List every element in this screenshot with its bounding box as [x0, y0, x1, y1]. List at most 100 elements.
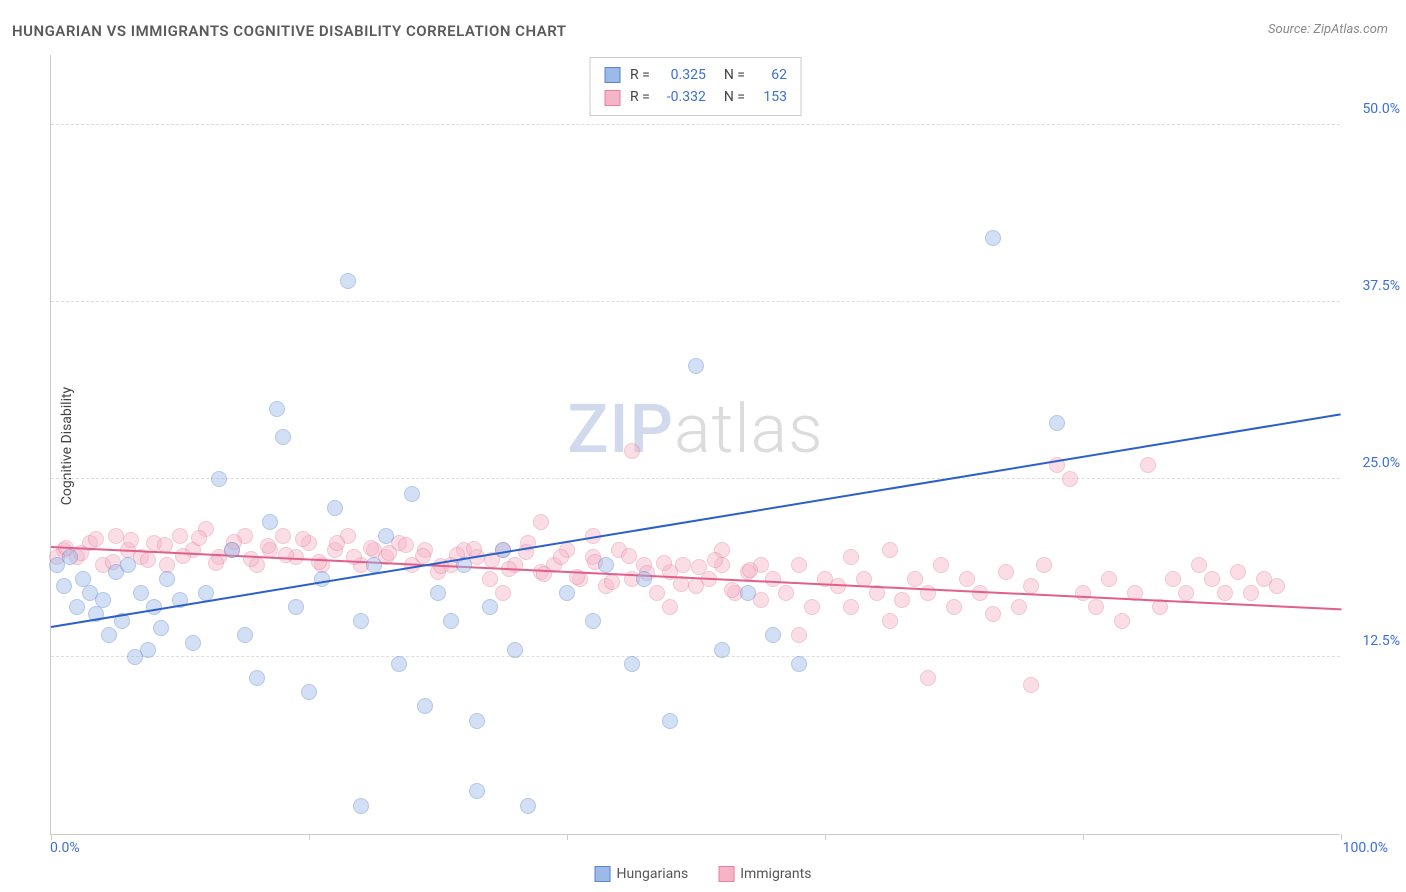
data-point	[1062, 471, 1078, 487]
data-point	[329, 535, 345, 551]
r-value: -0.332	[658, 86, 706, 108]
data-point	[946, 599, 962, 615]
data-point	[340, 273, 356, 289]
data-point	[191, 530, 207, 546]
data-point	[933, 557, 949, 573]
x-tick	[567, 834, 568, 840]
data-point	[123, 532, 139, 548]
data-point	[237, 627, 253, 643]
data-point	[662, 713, 678, 729]
data-point	[262, 514, 278, 530]
n-label: N =	[724, 64, 745, 86]
data-point	[482, 571, 498, 587]
legend-label: Immigrants	[740, 866, 811, 882]
data-point	[175, 548, 191, 564]
data-point	[1023, 578, 1039, 594]
data-point	[288, 599, 304, 615]
data-point	[714, 642, 730, 658]
data-point	[366, 557, 382, 573]
gridline	[51, 478, 1340, 479]
data-point	[656, 555, 672, 571]
data-point	[804, 599, 820, 615]
data-point	[843, 549, 859, 565]
data-point	[469, 783, 485, 799]
data-point	[1075, 585, 1091, 601]
data-point	[585, 613, 601, 629]
x-axis-min-label: 0.0%	[50, 840, 80, 856]
data-point	[278, 547, 294, 563]
data-point	[1036, 557, 1052, 573]
data-point	[363, 540, 379, 556]
data-point	[69, 599, 85, 615]
data-point	[740, 585, 756, 601]
data-point	[172, 528, 188, 544]
x-tick	[309, 834, 310, 840]
data-point	[260, 538, 276, 554]
watermark-zip: ZIP	[567, 389, 674, 469]
bottom-legend-item: Hungarians	[595, 866, 689, 882]
data-point	[62, 549, 78, 565]
data-point	[1049, 415, 1065, 431]
data-point	[1140, 457, 1156, 473]
gridline	[51, 124, 1340, 125]
legend-swatch	[595, 866, 611, 882]
trend-line	[51, 546, 1341, 610]
data-point	[415, 548, 431, 564]
data-point	[1178, 585, 1194, 601]
data-point	[1165, 571, 1181, 587]
data-point	[507, 642, 523, 658]
trend-line	[51, 414, 1341, 629]
data-point	[1204, 571, 1220, 587]
data-point	[327, 500, 343, 516]
legend-label: Hungarians	[617, 866, 689, 882]
data-point	[443, 613, 459, 629]
data-point	[269, 401, 285, 417]
data-point	[101, 627, 117, 643]
data-point	[88, 531, 104, 547]
data-point	[353, 613, 369, 629]
data-point	[391, 656, 407, 672]
stats-legend-box: R =0.325N =62R = -0.332 N = 153	[589, 57, 802, 116]
data-point	[314, 571, 330, 587]
data-point	[301, 684, 317, 700]
data-point	[791, 627, 807, 643]
r-label: R =	[630, 64, 650, 86]
data-point	[1269, 578, 1285, 594]
data-point	[998, 564, 1014, 580]
y-tick-label: 25.0%	[1345, 455, 1400, 471]
data-point	[624, 656, 640, 672]
data-point	[520, 798, 536, 814]
y-tick-label: 50.0%	[1345, 101, 1400, 117]
data-point	[688, 358, 704, 374]
data-point	[243, 551, 259, 567]
data-point	[495, 585, 511, 601]
data-point	[985, 230, 1001, 246]
data-point	[311, 554, 327, 570]
r-label: R =	[630, 86, 650, 108]
data-point	[482, 599, 498, 615]
data-point	[295, 531, 311, 547]
stats-row: R =0.325N =62	[604, 64, 787, 86]
data-point	[140, 642, 156, 658]
data-point	[621, 548, 637, 564]
watermark: ZIPatlas	[567, 389, 823, 469]
legend-swatch	[604, 90, 620, 106]
data-point	[882, 613, 898, 629]
data-point	[1011, 599, 1027, 615]
data-point	[1023, 677, 1039, 693]
data-point	[1243, 585, 1259, 601]
n-value: 153	[753, 86, 787, 108]
data-point	[843, 599, 859, 615]
data-point	[208, 555, 224, 571]
data-point	[778, 585, 794, 601]
data-point	[894, 592, 910, 608]
x-tick	[825, 834, 826, 840]
data-point	[1101, 571, 1117, 587]
data-point	[381, 545, 397, 561]
chart-title: HUNGARIAN VS IMMIGRANTS COGNITIVE DISABI…	[12, 22, 567, 40]
data-point	[959, 571, 975, 587]
data-point	[724, 582, 740, 598]
data-point	[553, 549, 569, 565]
data-point	[920, 670, 936, 686]
data-point	[598, 557, 614, 573]
